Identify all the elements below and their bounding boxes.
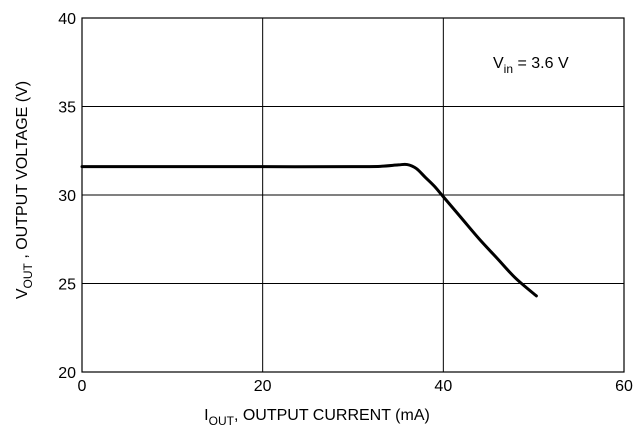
x-tick-label: 0 xyxy=(78,378,87,395)
y-axis-label: VOUT , OUTPUT VOLTAGE (V) xyxy=(14,81,35,299)
x-tick-label: 20 xyxy=(254,378,272,395)
y-axis-ticks: 20 25 30 35 40 xyxy=(58,11,76,382)
x-axis-ticks: 0 20 40 60 xyxy=(78,378,633,395)
y-tick-label: 20 xyxy=(58,365,76,382)
y-tick-label: 35 xyxy=(58,100,76,117)
plot-frame xyxy=(81,17,625,373)
x-axis-label: IOUT, OUTPUT CURRENT (mA) xyxy=(204,407,430,428)
y-tick-label: 25 xyxy=(58,277,76,294)
x-tick-label: 40 xyxy=(434,378,452,395)
y-tick-label: 40 xyxy=(58,11,76,28)
series-line-vout xyxy=(80,162,538,298)
annotation-vin: Vin = 3.6 V xyxy=(493,55,569,76)
x-tick-label: 60 xyxy=(615,378,633,395)
y-tick-label: 30 xyxy=(58,188,76,205)
